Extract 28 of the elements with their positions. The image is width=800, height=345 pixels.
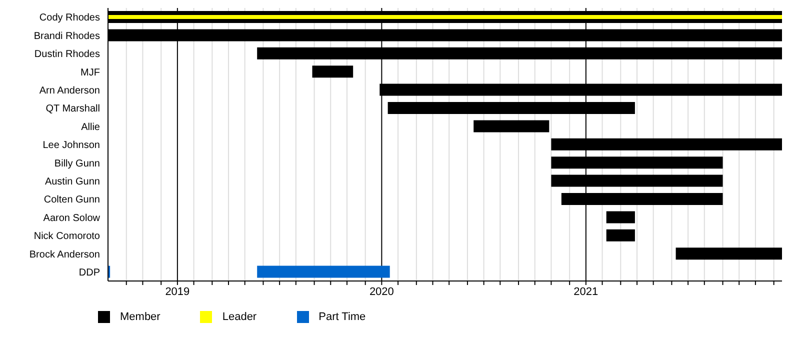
y-tick-label: Allie (81, 122, 100, 133)
y-tick-label: QT Marshall (46, 104, 100, 115)
bar (676, 248, 782, 260)
y-tick-label: Billy Gunn (54, 158, 100, 170)
y-tick-label: Colten Gunn (44, 194, 100, 206)
bar (606, 229, 635, 242)
legend-label: Member (120, 311, 160, 323)
y-tick-label: DDP (78, 267, 100, 278)
y-tick-label: Aaron Solow (43, 212, 101, 224)
legend-label: Part Time (318, 311, 366, 323)
legend-label: Leader (222, 311, 257, 323)
y-tick-label: Cody Rhodes (39, 12, 100, 24)
y-tick-label: Arn Anderson (39, 85, 100, 96)
y-tick-label: Brandi Rhodes (34, 30, 100, 42)
y-tick-label: Brock Anderson (29, 249, 100, 260)
bar (108, 15, 782, 19)
y-tick-label: Lee Johnson (42, 140, 100, 152)
x-tick-label: 2019 (165, 286, 190, 298)
y-tick-label: Austin Gunn (44, 176, 100, 188)
bar (312, 66, 354, 78)
bar (606, 211, 635, 224)
bar (257, 266, 390, 278)
y-tick-label: MJF (80, 67, 100, 78)
y-tick-label: Nick Comoroto (34, 231, 100, 242)
x-tick-label: 2021 (574, 286, 598, 298)
x-tick-label: 2020 (369, 286, 394, 298)
bar (474, 120, 550, 132)
y-tick-label: Dustin Rhodes (34, 49, 100, 60)
